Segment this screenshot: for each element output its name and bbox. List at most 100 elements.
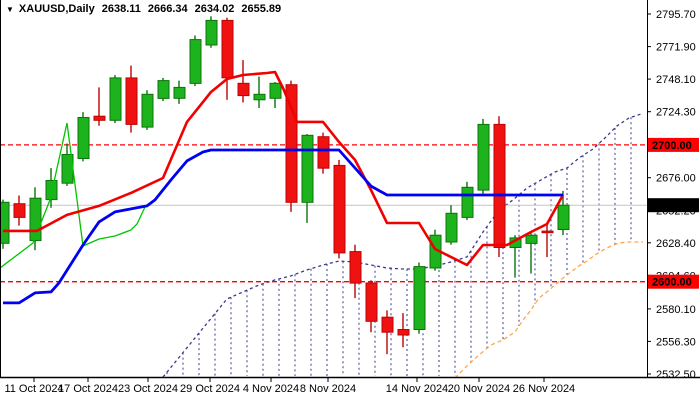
candle-body <box>141 93 154 128</box>
candle <box>349 244 362 299</box>
date-label: 20 Nov 2024 <box>448 383 510 395</box>
candle-body <box>253 93 266 101</box>
date-label: 4 Nov 2024 <box>243 383 299 395</box>
date-label: 29 Oct 2024 <box>180 383 240 395</box>
candle <box>109 75 122 123</box>
candle-body <box>397 329 410 336</box>
chart-title: ▼ XAUUSD,Daily 2638.11 2666.34 2634.02 2… <box>6 3 281 15</box>
price-tick-label: 2532.50 <box>656 369 696 381</box>
candle <box>381 310 394 355</box>
price-tick-label: 2628.40 <box>656 238 696 250</box>
candle-body <box>77 117 90 159</box>
candle-body <box>93 115 106 121</box>
candle <box>285 80 298 212</box>
price-scale[interactable]: 2795.702771.902748.102724.302676.002652.… <box>647 9 699 381</box>
candle-body <box>461 186 474 218</box>
candle <box>493 116 506 258</box>
date-label: 26 Nov 2024 <box>513 383 575 395</box>
tenkan-sen-line <box>3 70 565 267</box>
candle-body <box>477 123 490 191</box>
candle-body <box>109 77 122 121</box>
level-price-tag: 2700.00 <box>652 140 692 152</box>
candle <box>477 118 490 196</box>
candle-body <box>125 77 138 125</box>
candle-body <box>189 39 202 84</box>
candle-body <box>205 19 218 46</box>
candle <box>157 77 170 102</box>
candle <box>461 181 474 221</box>
date-label: 23 Oct 2024 <box>118 383 178 395</box>
date-label: 17 Oct 2024 <box>58 383 118 395</box>
candle-body <box>157 80 170 99</box>
candle <box>333 159 346 259</box>
candle <box>93 87 106 126</box>
ohlc-open: 2638.11 <box>101 3 141 15</box>
chart-symbol-period: XAUUSD,Daily <box>18 3 95 15</box>
price-tick-label: 2580.10 <box>656 304 696 316</box>
current-price-tag-bg <box>648 198 699 213</box>
candle-body <box>493 123 506 248</box>
level-price-tag-bg <box>648 137 699 152</box>
price-tick-label: 2676.00 <box>656 173 696 185</box>
level-price-tag-bg <box>648 274 699 289</box>
date-label: 11 Oct 2024 <box>4 383 63 395</box>
ohlc-low: 2634.02 <box>194 3 235 15</box>
ohlc-high: 2666.34 <box>147 3 188 15</box>
candle-body <box>29 197 42 242</box>
candle-body <box>0 201 10 244</box>
candle-body <box>221 19 234 79</box>
candle-body <box>349 251 362 284</box>
candle-body <box>413 266 426 331</box>
senkou-span-b-line <box>454 241 643 379</box>
candle <box>445 205 458 245</box>
candle-body <box>525 234 538 244</box>
candle <box>413 262 426 334</box>
candle <box>301 134 314 223</box>
date-label: 8 Nov 2024 <box>300 383 356 395</box>
price-tick-label: 2748.10 <box>656 74 696 86</box>
candle <box>13 195 26 226</box>
candle <box>125 65 138 133</box>
candle-body <box>285 84 298 203</box>
current-price-tag: 2655.89 <box>652 200 692 212</box>
price-tick-label: 2795.70 <box>656 9 696 21</box>
candle <box>541 222 554 258</box>
candle <box>173 80 186 104</box>
candle-body <box>541 230 554 234</box>
chikou-span-line <box>0 122 146 269</box>
candle <box>253 76 266 108</box>
candle-body <box>333 164 346 254</box>
ohlc-close: 2655.89 <box>241 3 282 15</box>
candle-body <box>365 282 378 322</box>
candle <box>525 232 538 274</box>
candle <box>221 17 234 100</box>
candle <box>61 143 74 186</box>
senkou-span-a-line <box>162 113 642 378</box>
candle <box>189 35 202 87</box>
symbol-marker-icon: ▼ <box>6 4 14 14</box>
candle <box>45 168 58 208</box>
candle-body <box>557 204 570 230</box>
candle <box>557 190 570 236</box>
candle <box>397 313 410 348</box>
level-price-tag: 2600.00 <box>652 277 692 289</box>
candle <box>317 132 330 174</box>
date-label: 14 Nov 2024 <box>386 383 448 395</box>
price-tick-label: 2556.30 <box>656 336 696 348</box>
candle <box>29 187 42 251</box>
candle <box>205 16 218 48</box>
candle-body <box>269 82 282 99</box>
kijun-sen-line <box>3 148 563 305</box>
candle <box>0 199 10 249</box>
price-tick-label: 2724.30 <box>656 107 696 119</box>
candles <box>0 16 570 355</box>
price-tick-label: 2771.90 <box>656 42 696 54</box>
candle <box>141 90 154 130</box>
candle-body <box>301 134 314 203</box>
candle-body <box>13 203 26 218</box>
candle-body <box>381 316 394 333</box>
candle-body <box>237 82 250 97</box>
